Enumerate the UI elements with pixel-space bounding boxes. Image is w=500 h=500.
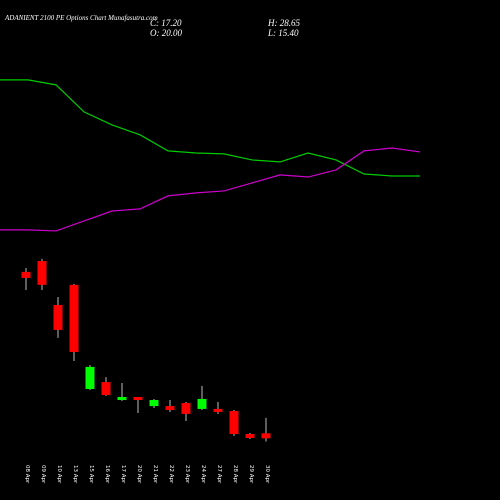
candle-body — [21, 271, 31, 278]
x-tick-label: 09 Apr — [40, 465, 46, 484]
x-tick-label: 16 Apr — [104, 465, 110, 484]
candle-body — [37, 261, 47, 285]
x-tick-label: 10 Apr — [56, 465, 62, 484]
x-tick-label: 23 Apr — [184, 465, 190, 484]
close-text: C: 17.20 — [150, 18, 182, 28]
candle-body — [229, 411, 239, 435]
candle-body — [181, 403, 191, 414]
candle-body — [133, 397, 143, 401]
x-tick-label: 21 Apr — [152, 465, 158, 484]
x-tick-label: 20 Apr — [136, 465, 142, 484]
open-text: O: 20.00 — [150, 28, 182, 38]
x-tick-label: 13 Apr — [72, 465, 78, 484]
candle-body — [213, 408, 223, 412]
candle-body — [53, 304, 63, 330]
x-tick-label: 17 Apr — [120, 465, 126, 484]
low-text: L: 15.40 — [267, 28, 299, 38]
line-series — [0, 79, 420, 177]
candle-body — [165, 406, 175, 410]
x-tick-label: 30 Apr — [264, 465, 270, 484]
candle-body — [101, 382, 111, 396]
x-tick-label: 28 Apr — [232, 465, 238, 484]
candle-body — [261, 433, 271, 439]
x-tick-label: 27 Apr — [216, 465, 222, 484]
candle-body — [149, 400, 159, 407]
chart-title: ADANIENT 2100 PE Options Chart Munafasut… — [4, 14, 158, 22]
candle-body — [85, 366, 95, 389]
x-tick-label: 24 Apr — [200, 465, 206, 484]
x-tick-label: 29 Apr — [248, 465, 254, 484]
x-tick-label: 22 Apr — [168, 465, 174, 484]
x-tick-label: 08 Apr — [24, 465, 30, 484]
candle-body — [117, 397, 127, 401]
high-text: H: 28.65 — [267, 18, 300, 28]
x-tick-label: 15 Apr — [88, 465, 94, 484]
candle-body — [245, 434, 255, 438]
candle-body — [197, 398, 207, 409]
line-series — [0, 147, 421, 232]
candle-body — [69, 284, 79, 352]
